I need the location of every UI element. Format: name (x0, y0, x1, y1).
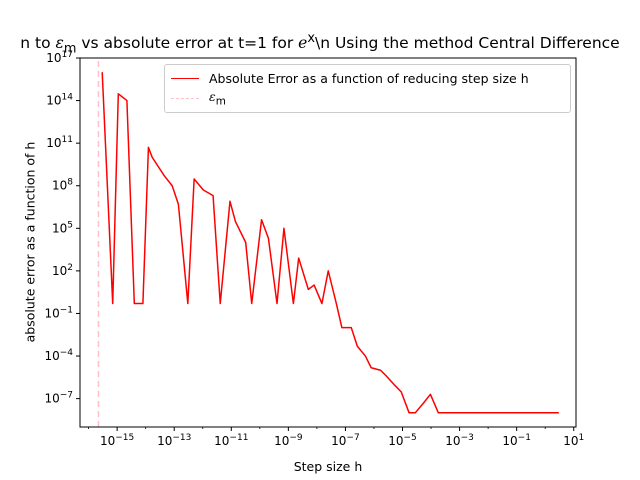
legend-line-dashed (171, 97, 199, 99)
x-axis: 10−15 10−13 10−11 10−9 10−7 10−5 10−3 10−1 101 (88, 427, 584, 448)
y-tick-label: 10−4 (44, 348, 73, 363)
y-tick-label: 102 (52, 263, 73, 278)
y-tick-label: 108 (52, 178, 73, 193)
legend: Absolute Error as a function of reducing… (164, 64, 571, 113)
y-tick-label: 10−7 (44, 391, 73, 406)
legend-label: εm (209, 89, 226, 108)
axes-frame (79, 57, 577, 428)
y-tick-label: 105 (52, 220, 73, 235)
x-axis-label: Step size h (293, 459, 363, 474)
x-tick-label: 10−13 (157, 433, 191, 448)
title-part: vs absolute error at t=1 for (76, 34, 299, 53)
series-layer (97, 58, 559, 427)
legend-symbol: ε (209, 88, 216, 104)
y-axis-label: absolute error as a function of h (22, 141, 38, 343)
y-tick-label: 1011 (46, 135, 73, 150)
title-part: n to (20, 34, 56, 53)
x-tick-label: 10−7 (331, 433, 360, 448)
title-subscript: m (63, 41, 77, 55)
legend-line-solid (171, 77, 199, 79)
series-line-absolute-error (101, 72, 559, 414)
x-tick-label: 10−5 (388, 433, 417, 448)
x-tick-label: 10−15 (100, 433, 134, 448)
x-tick-label: 101 (563, 433, 584, 448)
legend-item-absolute-error: Absolute Error as a function of reducing… (171, 69, 529, 87)
x-tick-label: 10−9 (274, 433, 303, 448)
title-superscript: x (307, 31, 315, 46)
x-tick-label: 10−3 (445, 433, 474, 448)
x-tick-label: 10−1 (502, 433, 531, 448)
y-axis: 10−7 10−4 10−1 102 105 108 1011 1014 1017 (44, 50, 80, 406)
y-tick-label: 1014 (46, 93, 73, 108)
legend-item-epsilon-m: εm (171, 89, 226, 107)
y-tick-label: 1017 (46, 50, 73, 65)
title-part: \n Using the method Central Difference (314, 34, 620, 53)
title-symbol: e (298, 34, 308, 53)
y-tick-label: 10−1 (44, 305, 73, 320)
legend-subscript: m (215, 95, 226, 108)
title-symbol: ε (55, 34, 64, 53)
legend-label: Absolute Error as a function of reducing… (209, 70, 529, 86)
chart-title: n to εm vs absolute error at t=1 for ex\… (0, 31, 640, 55)
x-tick-label: 10−11 (214, 433, 248, 448)
